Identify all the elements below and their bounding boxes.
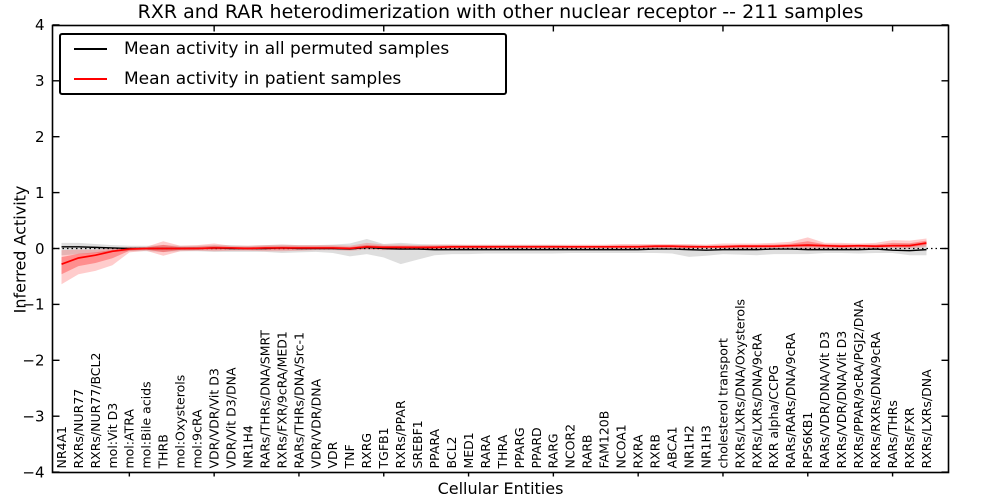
- x-category-label: RARA: [478, 435, 493, 469]
- x-category-label: RXRA: [631, 434, 646, 468]
- x-category-label: RXRs/FXR: [902, 407, 917, 468]
- x-category-label: RXRG: [359, 433, 374, 469]
- y-tick-label: 1: [35, 184, 45, 202]
- y-tick-label: 4: [35, 16, 45, 34]
- x-category-label: mol:9cRA: [190, 409, 205, 469]
- permuted-band: [61, 238, 927, 265]
- legend-label-patient: Mean activity in patient samples: [124, 69, 402, 89]
- x-category-label: PPARD: [529, 427, 544, 468]
- x-category-label: NCOA1: [614, 424, 629, 468]
- patient-line-swatch-icon: [74, 78, 107, 80]
- x-category-label: RXRs/PPAR/9cRA/PGJ2/DNA: [851, 299, 866, 468]
- x-category-label: RXRs/PPAR: [393, 400, 408, 468]
- y-tick-label: −1: [22, 296, 44, 314]
- x-category-label: THRA: [495, 434, 510, 469]
- legend: Mean activity in all permuted samples Me…: [59, 33, 507, 95]
- x-category-label: MED1: [461, 432, 476, 468]
- x-category-label: RARB: [580, 435, 595, 469]
- patient-band-outer: [61, 237, 927, 285]
- x-category-label: RXRs/RXRs/DNA/9cRA: [868, 331, 883, 468]
- x-category-label: NR4A1: [54, 426, 69, 469]
- x-category-label: RXRs/LXRs/DNA/Oxysterols: [732, 299, 747, 469]
- x-category-label: FAM120B: [597, 411, 612, 469]
- x-category-label: mol:Vit D3: [105, 403, 120, 469]
- x-category-label: cholesterol transport: [715, 338, 730, 469]
- x-category-label: THRB: [156, 434, 171, 469]
- x-category-label: mol:Oxysterols: [173, 375, 188, 469]
- x-category-label: RARG: [546, 433, 561, 468]
- x-category-label: VDR: [325, 441, 340, 468]
- x-category-label: VDR/VDR/Vit D3: [207, 368, 222, 468]
- patient-band-inner: [61, 240, 927, 275]
- x-category-label: PPARA: [427, 428, 442, 468]
- x-category-label: RXRs/FXR/9cRA/MED1: [274, 331, 289, 468]
- x-category-label: VDR/Vit D3/DNA: [223, 367, 238, 468]
- x-category-label: RARs/THRs: [885, 400, 900, 468]
- x-category-label: RXR alpha/CCPG: [766, 365, 781, 468]
- y-tick-label: −4: [22, 463, 44, 481]
- x-category-label: NR1H4: [240, 425, 255, 468]
- y-tick-label: 2: [35, 128, 45, 146]
- patient-mean-line: [61, 242, 927, 265]
- permuted-line-swatch-icon: [74, 48, 107, 50]
- x-category-label: SREBF1: [410, 420, 425, 468]
- x-category-label: mol:ATRA: [122, 409, 137, 469]
- x-category-label: RXRB: [648, 434, 663, 469]
- x-category-label: RARs/THRs/DNA/Src-1: [291, 332, 306, 468]
- x-category-label: NCOR2: [563, 424, 578, 469]
- x-category-label: mol:Bile acids: [139, 381, 154, 468]
- x-category-label: TGFB1: [376, 427, 391, 469]
- x-category-label: VDR/VDR/DNA: [308, 378, 323, 468]
- x-category-label: RARs/VDR/DNA/Vit D3: [817, 331, 832, 468]
- legend-item-permuted: Mean activity in all permuted samples: [74, 36, 505, 62]
- x-category-label: BCL2: [444, 436, 459, 468]
- x-category-label: NR1H3: [698, 425, 713, 468]
- legend-label-permuted: Mean activity in all permuted samples: [124, 39, 450, 59]
- y-tick-label: 0: [35, 240, 45, 258]
- x-category-label: NR1H2: [681, 425, 696, 468]
- y-tick-label: 3: [35, 72, 45, 90]
- x-category-label: RARs/RARs/DNA/9cRA: [783, 332, 798, 468]
- x-category-label: TNF: [342, 444, 357, 469]
- x-category-label: RXRs/LXRs/DNA/9cRA: [749, 333, 764, 468]
- x-category-label: RPS6KB1: [800, 412, 815, 469]
- x-category-label: ABCA1: [664, 426, 679, 468]
- y-tick-label: −3: [22, 407, 44, 425]
- x-category-label: RXRs/NUR77/BCL2: [88, 353, 103, 469]
- legend-item-patient: Mean activity in patient samples: [74, 66, 505, 92]
- x-category-label: RXRs/VDR/DNA/Vit D3: [834, 331, 849, 469]
- x-category-label: RARs/THRs/DNA/SMRT: [257, 330, 272, 469]
- x-axis-label: Cellular Entities: [437, 479, 564, 498]
- chart-title: RXR and RAR heterodimerization with othe…: [137, 1, 864, 23]
- y-tick-label: −2: [22, 352, 44, 370]
- x-category-label: RXRs/LXRs/DNA: [919, 369, 934, 469]
- x-category-label: PPARG: [512, 427, 527, 468]
- x-category-label: RXRs/NUR77: [71, 389, 86, 469]
